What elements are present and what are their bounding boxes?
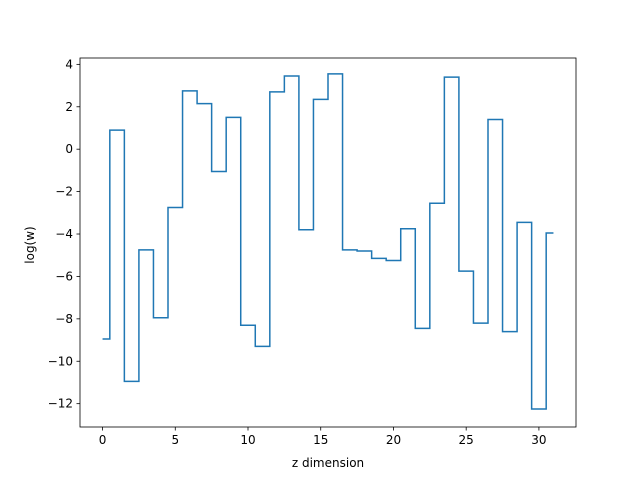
x-axis-label: z dimension bbox=[292, 456, 364, 470]
y-tick-label: −2 bbox=[55, 185, 73, 199]
x-tick-label: 0 bbox=[99, 433, 107, 447]
x-tick-label: 30 bbox=[531, 433, 546, 447]
x-tick-label: 10 bbox=[240, 433, 255, 447]
y-tick-label: 4 bbox=[65, 57, 73, 71]
y-axis-label: log(w) bbox=[23, 226, 37, 263]
y-tick-label: −6 bbox=[55, 269, 73, 283]
y-tick-label: 0 bbox=[65, 142, 73, 156]
y-tick-label: 2 bbox=[65, 100, 73, 114]
series-line-0 bbox=[102, 73, 554, 410]
x-tick-label: 25 bbox=[459, 433, 474, 447]
plot-area: 0 5 10 15 20 25 30 −12 −10 −8 −6 −4 −2 0 2 4 bbox=[48, 57, 577, 447]
x-tick-label: 5 bbox=[171, 433, 179, 447]
x-tick-label: 15 bbox=[313, 433, 328, 447]
plot-frame bbox=[79, 57, 577, 428]
y-tick-label: −4 bbox=[55, 227, 73, 241]
y-tick-label: −8 bbox=[55, 312, 73, 326]
x-tick-label: 20 bbox=[386, 433, 401, 447]
y-tick-label: −10 bbox=[48, 354, 73, 368]
y-tick-label: −12 bbox=[48, 397, 73, 411]
